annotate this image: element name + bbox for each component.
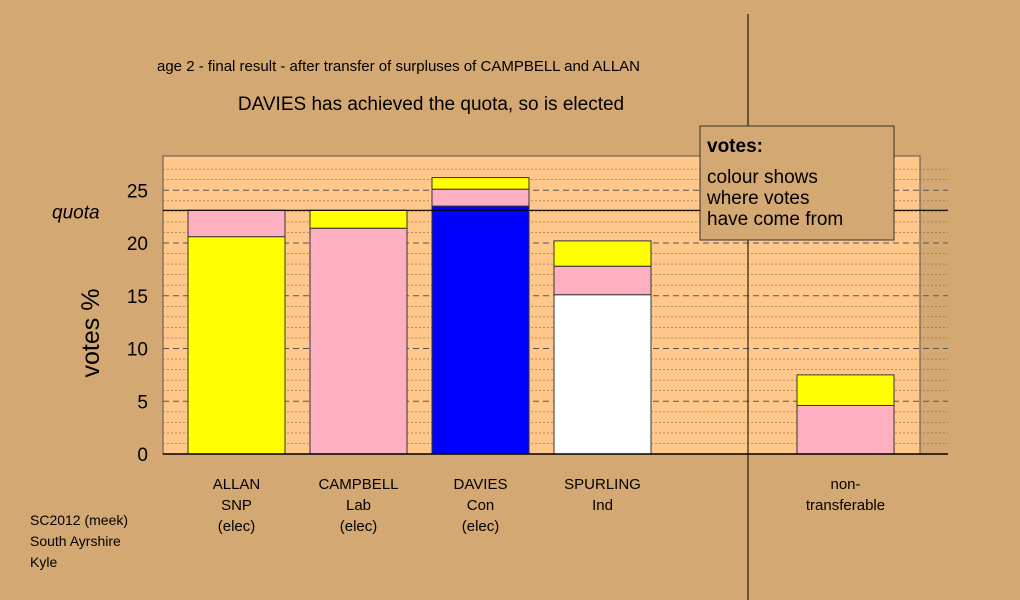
- y-axis-label: votes %: [77, 289, 105, 378]
- category-label: SPURLING: [564, 476, 641, 493]
- legend-line: have come from: [707, 209, 843, 230]
- category-label: Lab: [346, 497, 371, 514]
- bar-segment: [309, 227, 408, 455]
- y-tick-label: 25: [127, 181, 148, 202]
- bar-segment: [187, 209, 286, 238]
- chart-title: DAVIES has achieved the quota, so is ele…: [238, 94, 624, 115]
- footer-line: Kyle: [30, 554, 57, 570]
- y-tick-label: 0: [137, 445, 148, 466]
- bar-segment: [187, 236, 286, 455]
- bars: [187, 177, 895, 455]
- bar-segment: [553, 240, 652, 267]
- y-tick-labels: 0 5 10 15 20 25: [127, 181, 148, 466]
- category-label: transferable: [806, 497, 885, 514]
- category-label: SNP: [221, 497, 252, 514]
- quota-label: quota: [52, 202, 100, 223]
- legend-title: votes:: [707, 136, 763, 157]
- footer-line: South Ayrshire: [30, 533, 121, 549]
- legend-line: colour shows: [707, 167, 818, 188]
- bar-segment: [309, 209, 408, 229]
- y-tick-label: 10: [127, 340, 148, 361]
- category-label: Con: [467, 497, 495, 514]
- footer-line: SC2012 (meek): [30, 512, 128, 528]
- category-label: Ind: [592, 497, 613, 514]
- bar-segment: [796, 404, 895, 455]
- category-label: ALLAN: [213, 476, 261, 493]
- chart-subtitle: age 2 - final result - after transfer of…: [157, 58, 640, 75]
- category-label: (elec): [340, 518, 378, 535]
- y-tick-label: 15: [127, 287, 148, 308]
- bar-segment: [796, 374, 895, 406]
- bar-segment: [431, 188, 530, 207]
- category-label: non-: [830, 476, 860, 493]
- footer: SC2012 (meek) South Ayrshire Kyle: [30, 512, 128, 570]
- legend-box: [699, 125, 895, 241]
- x-tick-labels: ALLAN SNP (elec) CAMPBELL Lab (elec) DAVIES Con…: [213, 476, 885, 535]
- category-label: DAVIES: [454, 476, 508, 493]
- y-tick-label: 20: [127, 234, 148, 255]
- bar-segment: [553, 294, 652, 455]
- bar-segment: [431, 205, 530, 455]
- category-label: CAMPBELL: [318, 476, 398, 493]
- y-tick-label: 5: [137, 392, 148, 413]
- legend: votes: colour shows where votes have com…: [699, 125, 895, 241]
- bar-segment: [431, 177, 530, 190]
- category-label: (elec): [218, 518, 256, 535]
- legend-line: where votes: [706, 188, 809, 209]
- bar-segment: [553, 265, 652, 296]
- category-label: (elec): [462, 518, 500, 535]
